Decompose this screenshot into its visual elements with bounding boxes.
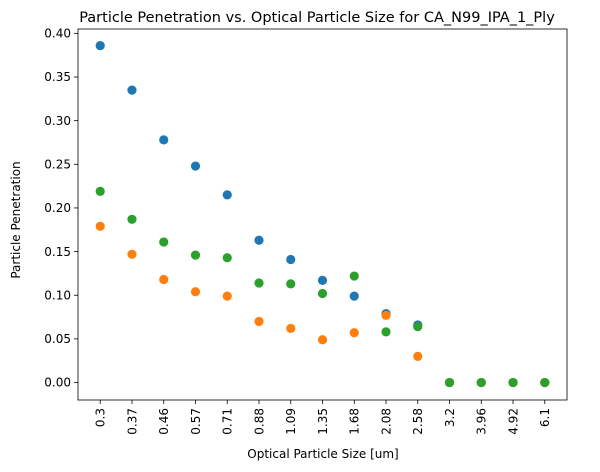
series-1-point	[317, 275, 328, 286]
series-2-point	[190, 287, 201, 297]
x-tick-label: 6.1	[538, 408, 552, 427]
y-tick-label: 0.00	[44, 376, 71, 390]
y-tick-label: 0.40	[44, 27, 71, 41]
x-tick-label: 0.88	[252, 408, 266, 435]
x-tick-label: 0.46	[157, 408, 171, 435]
y-tick-label: 0.30	[44, 114, 71, 128]
series-1-point	[95, 40, 105, 51]
plot-area: 0.00 0.05 0.10 0.15 0.20 0.25 0.30 0.35 0.40 0.3 0…	[44, 27, 568, 435]
series-3-point	[190, 250, 201, 260]
series-3-point	[286, 279, 296, 289]
series-3-point	[127, 214, 137, 224]
x-tick-label: 2.58	[411, 408, 425, 435]
x-tick-label: 3.2	[443, 408, 457, 427]
series-2-point	[349, 328, 359, 338]
series-3-point	[317, 288, 328, 299]
series-3-point	[349, 271, 359, 281]
series-1-point	[254, 235, 264, 245]
series-1-point	[222, 190, 232, 200]
series-2-point	[127, 249, 137, 259]
y-tick-label: 0.05	[44, 332, 71, 346]
x-tick-label: 3.96	[475, 408, 489, 435]
series-2-point	[381, 310, 391, 320]
series-3-point	[476, 377, 486, 388]
y-axis-label: Particle Penetration	[9, 161, 23, 278]
y-tick-label: 0.20	[44, 201, 71, 215]
x-tick-label: 1.09	[284, 408, 298, 435]
series-1-point	[190, 161, 201, 171]
series-3-point	[444, 377, 455, 388]
x-tick-label: 1.68	[348, 408, 362, 435]
series-2-point	[159, 274, 169, 285]
x-tick-label: 0.3	[94, 408, 108, 427]
x-tick-label: 0.71	[221, 408, 235, 435]
y-tick-label: 0.10	[44, 288, 71, 302]
series-3-point	[159, 237, 169, 247]
series-3-point	[381, 327, 391, 337]
series-3-point	[95, 186, 105, 196]
x-tick-label: 0.37	[125, 408, 139, 435]
series-1-point	[349, 291, 359, 301]
series-2-point	[413, 351, 423, 361]
series-2-point	[286, 323, 296, 334]
x-tick-label: 2.08	[379, 408, 393, 435]
series-3-point	[254, 278, 264, 288]
series-2-point	[222, 291, 232, 301]
series-1-point	[127, 85, 137, 95]
x-tick-label: 4.92	[506, 408, 520, 435]
series-2-point	[317, 335, 328, 345]
series-3-point	[222, 253, 232, 263]
series-3-point	[540, 377, 550, 388]
series-3-point	[508, 377, 518, 388]
y-tick-label: 0.35	[44, 70, 71, 84]
y-tick-label: 0.25	[44, 158, 71, 172]
x-tick-label: 1.35	[316, 408, 330, 435]
series-2-point	[254, 316, 264, 327]
x-tick-label: 0.57	[189, 408, 203, 435]
chart-title: Particle Penetration vs. Optical Particl…	[79, 10, 555, 26]
series-1-point	[159, 135, 169, 145]
y-tick-label: 0.15	[44, 245, 71, 259]
series-2-point	[95, 221, 105, 231]
x-axis-label: Optical Particle Size [um]	[247, 447, 398, 461]
series-1-point	[286, 254, 296, 265]
series-3-point	[413, 322, 423, 332]
